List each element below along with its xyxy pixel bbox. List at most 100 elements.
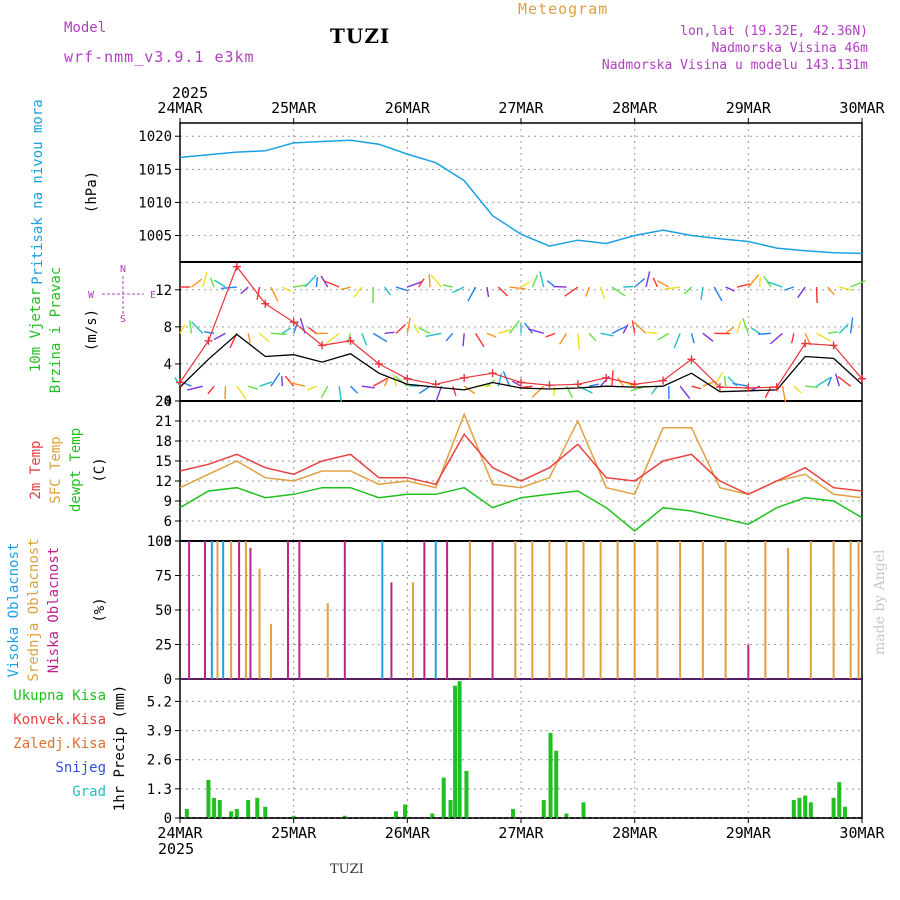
wind-arrow [702,380,716,387]
wind-arrow [623,285,634,288]
y-tick-label: 2.6 [147,753,172,769]
wind-arrow [732,382,749,387]
wind-gust-marker [176,378,184,387]
time-tick-top: 24MAR [157,99,203,117]
wind-arrow [324,280,340,288]
time-tick-top: 27MAR [498,99,544,117]
wind-arrow [664,286,681,290]
wind-gust-marker [573,380,582,389]
y-tick-label: 18 [155,434,172,450]
y-tick-label: 15 [155,454,172,470]
dewpt-line [179,486,863,532]
wind-arrow [679,385,691,400]
wind-arrow [430,274,442,288]
time-tick-bottom: 24MAR [157,824,203,842]
precip-bar [464,770,469,818]
wind-arrow [306,385,317,391]
y-tick-label: 12 [155,283,172,299]
wind-arrow [474,332,485,348]
wind-arrow [850,280,866,288]
wind-arrow [247,333,251,344]
y-tick-label: 50 [155,603,172,619]
wind-arrow [213,332,226,341]
wind-arrow [256,286,261,300]
wind-gust-marker [289,318,298,327]
y-tick-label: 25 [155,638,172,654]
pressure-frame [179,122,863,263]
model-name: wrf-nmm_v3.9.1 e3km [64,48,255,66]
pressure-unit: (hPa) [84,171,100,213]
time-tick-bottom: 27MAR [498,824,544,842]
model-label: Model [64,20,107,36]
wind-arrow [406,317,411,334]
wind-arrow [202,271,208,288]
compass-n: N [120,264,126,275]
wind-arrow [338,386,343,403]
temp-label-sfc: SFC Temp [48,436,64,503]
y-tick-label: 3.9 [147,724,172,740]
precip-frame [179,678,863,819]
wind-arrow [558,332,568,345]
time-tick-top: 30MAR [839,99,885,117]
time-tick-bottom: 25MAR [271,824,317,842]
precip-bar [457,681,462,818]
wind-arrow [189,320,193,334]
wind-arrow [520,281,531,288]
legend-zaledj: Zaledj.Kisa [13,736,106,752]
pressure-line [179,139,863,255]
wind-arrow [647,331,658,335]
precip-bar [342,815,347,818]
lonlat-label: lon,lat (19.32E, 42.36N) [680,24,868,39]
wind-arrow [209,277,215,288]
precip-bar [184,809,189,818]
wind-gust-marker [801,339,810,348]
cloud-label-high: Visoka Oblacnost [6,543,22,678]
wind-arrow [187,385,203,391]
time-tick-bottom: 29MAR [726,824,772,842]
wind-arrow [236,385,247,400]
precip-bar [217,800,222,818]
wind-arrow [564,286,579,297]
precip-bar [837,782,842,818]
wind-arrow [725,326,735,334]
legend-konvek: Konvek.Kisa [13,712,106,728]
wind-arrow [304,274,317,288]
precip-bar [441,777,446,818]
wind-title-2: Brzina i Pravac [48,267,64,393]
wind-arrow [750,327,761,334]
y-tick-label: 12 [155,474,172,490]
wind-arrow [713,286,723,302]
precip-bar [581,802,586,818]
wind-arrow [418,327,431,334]
wind-arrow [781,386,787,403]
precip-bar [448,800,453,818]
wind-arrow [353,286,363,298]
wind-unit: (m/s) [84,309,100,351]
wind-arrow [394,375,408,387]
wind-arrow [315,277,319,288]
y-tick-label: 24 [155,394,172,410]
y-tick-label: 0 [164,672,172,688]
wind-arrow [384,286,392,296]
y-tick-label: 1005 [138,229,172,245]
wind-arrow [350,385,359,394]
wind-gust-marker [630,380,639,389]
y-tick-label: 1015 [138,162,172,178]
wind-arrow [769,332,783,345]
precip-bar [791,800,796,818]
wind-gust-marker [687,355,696,364]
wind-gust-marker [829,341,838,350]
wind-arrow [247,385,258,390]
legend-grad: Grad [72,784,106,800]
wind-gust-marker [460,373,469,382]
y-tick-label: 6 [164,514,172,530]
wind-arrow [486,286,490,298]
wind-arrow [652,277,659,288]
y-tick-label: 100 [147,534,172,550]
y-tick-label: 1020 [138,129,172,145]
wind-arrow [361,333,368,346]
wind-arrow [289,381,306,387]
wind-arrow [599,286,606,300]
wind-arrow [523,322,533,334]
wind-arrow [191,321,204,334]
